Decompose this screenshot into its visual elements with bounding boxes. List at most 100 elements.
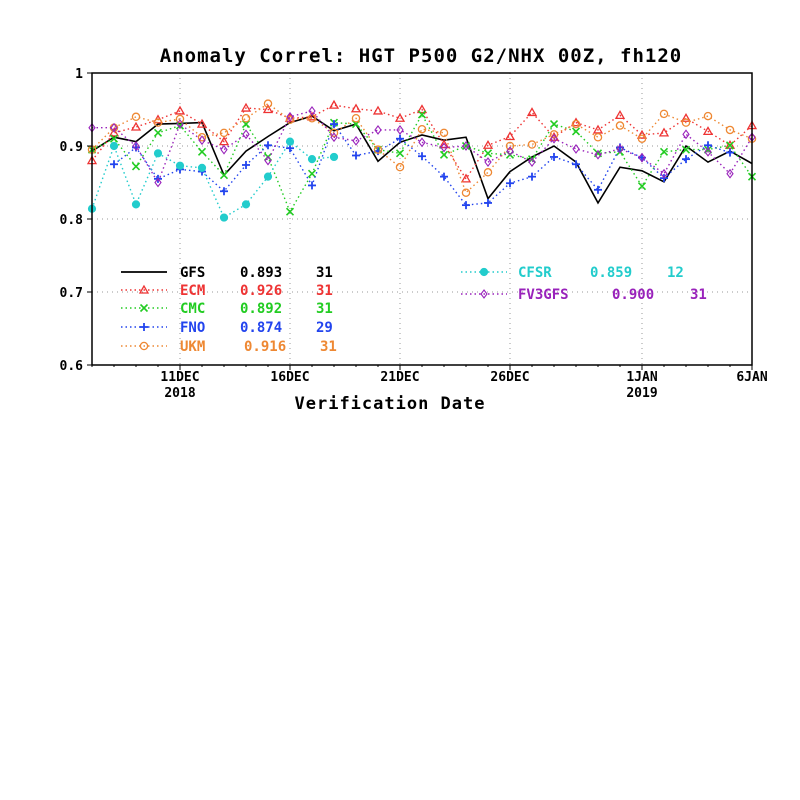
marker-stroke xyxy=(153,128,163,137)
marker-stroke xyxy=(637,182,647,191)
legend-item-fno: FNO 0.874 29 xyxy=(121,320,333,336)
series-fv3gfs xyxy=(88,106,756,188)
data-point-fno xyxy=(484,198,492,207)
data-point-ukm xyxy=(197,132,207,142)
data-point-fno xyxy=(110,160,118,169)
data-point-ukm xyxy=(703,111,713,121)
y-tick-label: 1 xyxy=(75,67,83,82)
data-point-ukm xyxy=(637,134,647,143)
data-point-fno xyxy=(352,151,360,160)
data-point-cfsr xyxy=(241,200,251,209)
marker-stroke xyxy=(571,127,581,136)
legend-count-cmc: 31 xyxy=(316,301,333,317)
data-point-ukm xyxy=(131,112,141,122)
data-point-ukm xyxy=(659,109,669,119)
y-tick-label: 0.7 xyxy=(60,286,83,301)
data-point-cmc xyxy=(131,162,141,171)
marker-stroke xyxy=(131,162,141,171)
data-point-fno xyxy=(726,148,734,157)
data-point-ukm xyxy=(219,128,229,138)
legend-marker-cfsr xyxy=(479,267,489,277)
data-point-ukm xyxy=(549,130,559,139)
legend-marker-fv3gfs xyxy=(480,289,488,299)
data-point-ukm xyxy=(285,115,295,124)
data-point-cmc xyxy=(219,171,229,180)
data-point-fv3gfs xyxy=(638,152,646,163)
data-point-fv3gfs xyxy=(704,146,712,157)
data-point-fno xyxy=(462,201,470,210)
data-point-ukm xyxy=(615,121,625,130)
marker-stroke xyxy=(307,169,317,178)
data-point-cmc xyxy=(571,127,581,136)
data-point-ecm xyxy=(526,107,538,117)
legend-count-cfsr: 12 xyxy=(667,265,684,281)
data-point-ecm xyxy=(592,124,604,134)
data-point-fno xyxy=(242,160,250,169)
data-point-fv3gfs xyxy=(572,144,580,154)
data-point-ecm xyxy=(218,136,230,146)
legend-marker-cmc xyxy=(139,303,149,313)
marker-stroke xyxy=(439,150,449,159)
data-point-cfsr xyxy=(109,141,119,151)
data-point-ecm xyxy=(394,112,406,122)
series-fno xyxy=(110,120,734,210)
data-point-fv3gfs xyxy=(726,168,734,179)
data-point-ukm xyxy=(527,140,537,149)
data-point-ecm xyxy=(658,127,670,137)
data-point-cmc xyxy=(307,169,317,178)
data-point-ukm xyxy=(351,114,361,123)
marker-stroke xyxy=(725,141,735,150)
marker-stroke xyxy=(219,171,229,180)
data-point-fv3gfs xyxy=(462,141,470,151)
legend-name-fv3gfs: FV3GFS xyxy=(518,287,569,303)
y-tick-label: 0.6 xyxy=(60,359,84,374)
x-tick-label: 26DEC xyxy=(490,370,529,385)
data-point-cmc xyxy=(197,147,207,156)
data-point-ecm xyxy=(328,99,340,109)
data-point-cmc xyxy=(483,149,493,158)
data-point-ukm xyxy=(153,118,163,127)
data-point-cmc xyxy=(637,182,647,191)
data-point-ecm xyxy=(174,105,186,115)
data-point-fno xyxy=(418,152,426,161)
data-point-fv3gfs xyxy=(308,106,316,116)
marker-stroke xyxy=(197,147,207,156)
data-point-ukm xyxy=(175,114,185,124)
data-point-cfsr xyxy=(131,200,141,209)
legend: GFS 0.893 31 ECM 0.926 31 CMC 0.892 31 FNO 0.874 29… xyxy=(121,265,707,355)
data-point-ukm xyxy=(593,132,603,142)
data-point-fv3gfs xyxy=(176,119,184,130)
data-point-cfsr xyxy=(197,163,207,172)
legend-name-cfsr: CFSR xyxy=(518,265,552,281)
x-tick-label: 16DEC xyxy=(270,370,309,385)
data-point-cmc xyxy=(109,134,119,143)
legend-mean-ecm: 0.926 xyxy=(240,283,282,299)
data-point-fno xyxy=(220,187,228,196)
data-point-fv3gfs xyxy=(132,141,140,151)
data-point-ukm xyxy=(373,145,383,154)
legend-marker-ecm xyxy=(138,284,150,294)
legend-count-fno: 29 xyxy=(316,320,333,336)
data-point-ecm xyxy=(482,139,494,149)
x-tick-sublabel: 2018 xyxy=(164,386,195,401)
data-point-fno xyxy=(550,152,558,161)
legend-count-gfs: 31 xyxy=(316,265,333,281)
data-point-cmc xyxy=(725,141,735,150)
data-point-fv3gfs xyxy=(660,168,668,179)
data-point-fv3gfs xyxy=(396,125,404,135)
data-point-ukm xyxy=(483,168,493,177)
chart-title: Anomaly Correl: HGT P500 G2/NHX 00Z, fh1… xyxy=(160,45,682,67)
data-point-cmc xyxy=(549,120,559,129)
data-point-fv3gfs xyxy=(352,135,360,146)
legend-item-gfs: GFS 0.893 31 xyxy=(121,265,333,281)
data-point-fv3gfs xyxy=(484,157,492,167)
data-point-ecm xyxy=(636,129,648,139)
marker-stroke xyxy=(461,141,471,151)
x-tick-label: 11DEC xyxy=(160,370,199,385)
data-point-ukm xyxy=(439,128,449,138)
series-layer xyxy=(86,99,758,222)
legend-name-fno: FNO xyxy=(180,320,205,336)
data-point-fv3gfs xyxy=(440,142,448,153)
data-point-ukm xyxy=(329,128,339,138)
data-point-ecm xyxy=(262,104,274,114)
